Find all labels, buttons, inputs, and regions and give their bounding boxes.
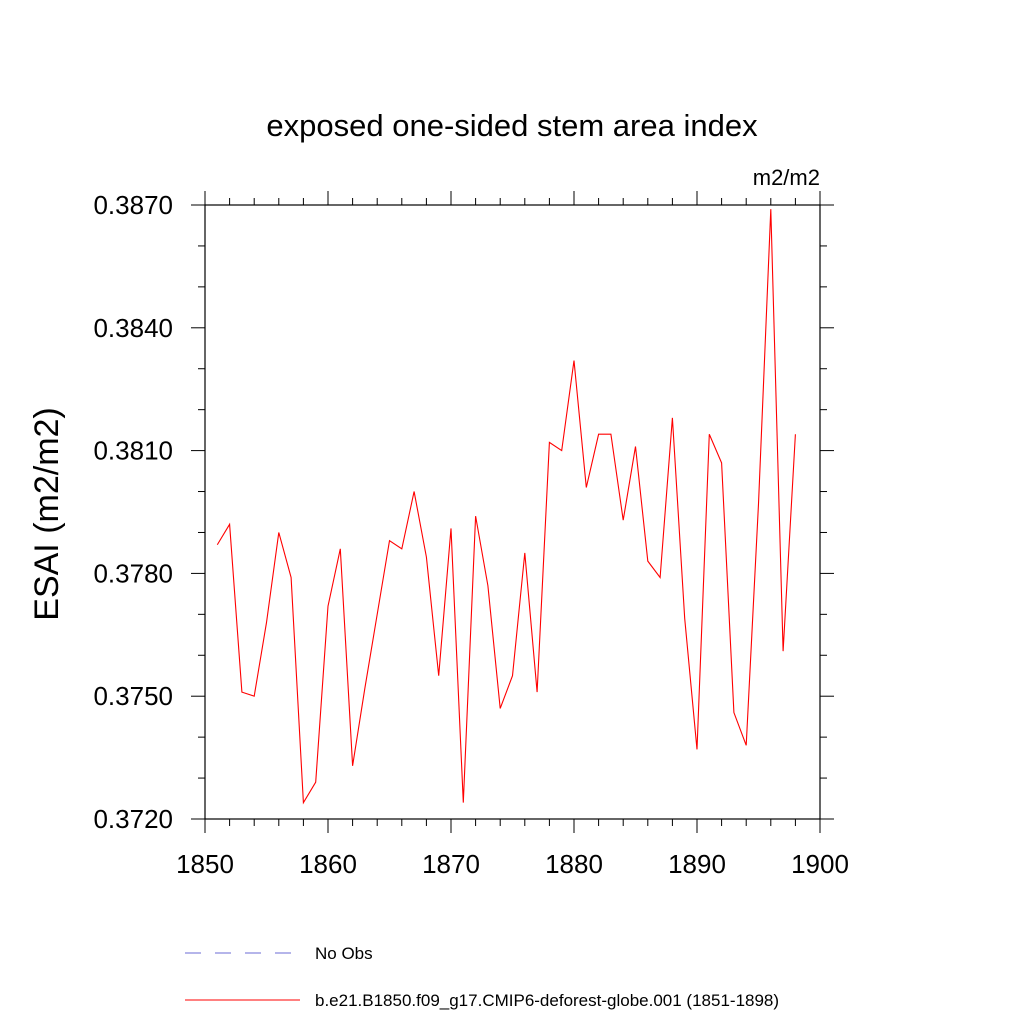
plot-frame: [204, 204, 821, 820]
x-tick-label: 1900: [791, 849, 849, 879]
y-axis-label: ESAI (m2/m2): [28, 407, 66, 620]
legend: No Obs b.e21.B1850.f09_g17.CMIP6-deforest…: [185, 944, 779, 1010]
series-line-1: [216, 209, 796, 805]
y-tick-label: 0.3870: [93, 190, 173, 220]
legend-label-1: b.e21.B1850.f09_g17.CMIP6-deforest-globe…: [315, 991, 779, 1010]
chart-title: exposed one-sided stem area index: [266, 108, 758, 143]
x-tick-label: 1870: [422, 849, 480, 879]
tick-labels: 1850 1860 1870 1880 1890 1900 0.3720 0.3750 0.37…: [93, 190, 848, 879]
series-group: [216, 209, 796, 805]
y-tick-label: 0.3840: [93, 313, 173, 343]
legend-label-0: No Obs: [315, 944, 373, 963]
x-tick-label: 1860: [299, 849, 357, 879]
y-tick-label: 0.3750: [93, 681, 173, 711]
x-tick-label: 1880: [545, 849, 603, 879]
axis-ticks: [191, 191, 834, 833]
y-tick-label: 0.3720: [93, 804, 173, 834]
y-tick-label: 0.3780: [93, 558, 173, 588]
units-label: m2/m2: [753, 165, 820, 190]
x-tick-label: 1890: [668, 849, 726, 879]
y-tick-label: 0.3810: [93, 436, 173, 466]
x-tick-label: 1850: [176, 849, 234, 879]
